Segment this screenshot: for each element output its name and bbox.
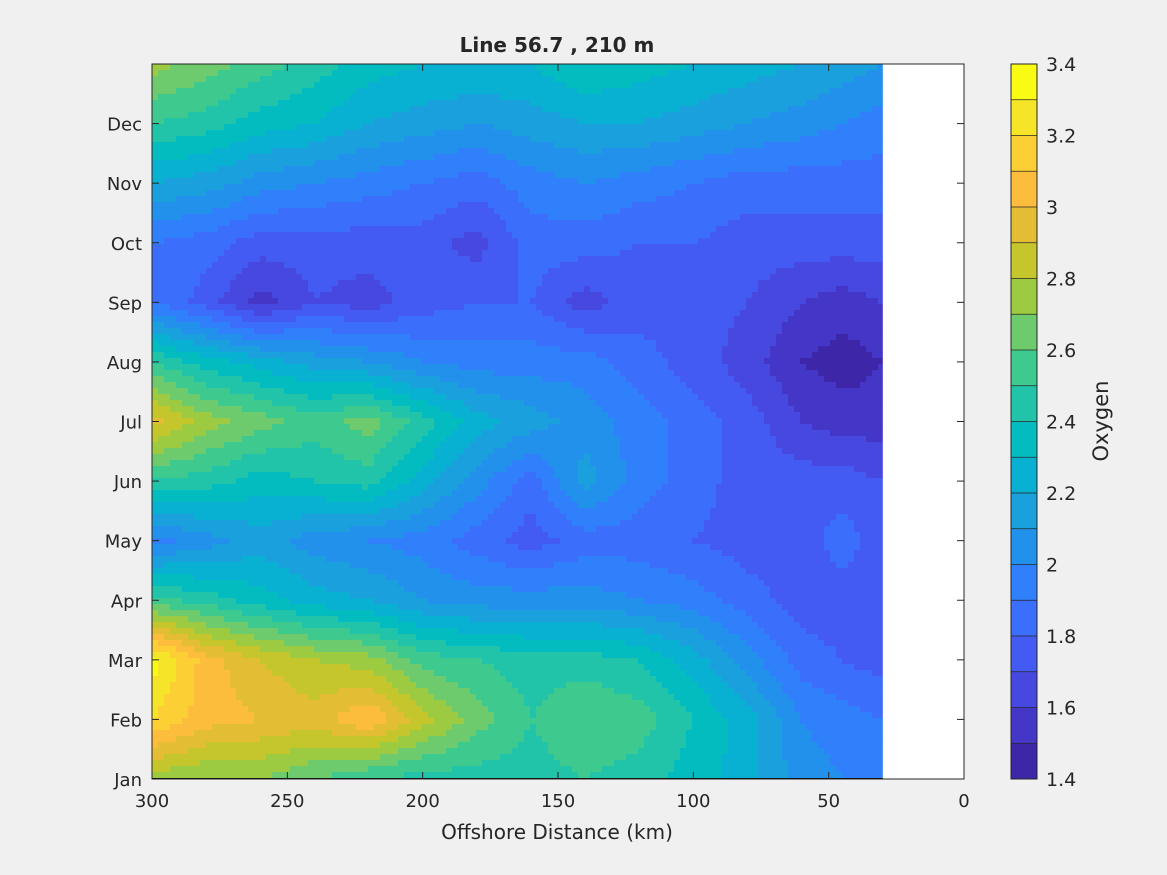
colorbar-band [1011, 528, 1037, 565]
x-tick-label: 300 [135, 791, 169, 812]
oxygen-contour-field [152, 64, 883, 779]
x-tick-label: 0 [958, 791, 969, 812]
y-tick-label: Jul [119, 413, 142, 434]
colorbar-band [1011, 743, 1037, 780]
y-tick-label: Nov [107, 174, 142, 195]
y-tick-labels: Jan Feb Mar Apr May Jun Jul Aug Sep Oct Nov Dec [105, 115, 143, 791]
colorbar-band [1011, 171, 1037, 208]
colorbar-band [1011, 600, 1037, 637]
colorbar-band [1011, 493, 1037, 530]
colorbar-tick-label: 1.8 [1046, 626, 1076, 648]
x-tick-label: 100 [676, 791, 710, 812]
colorbar-band [1011, 350, 1037, 387]
colorbar-band [1011, 385, 1037, 422]
colorbar-tick-label: 3 [1046, 197, 1058, 219]
colorbar-label: Oxygen [1089, 381, 1113, 462]
x-axis-label: Offshore Distance (km) [441, 820, 673, 844]
colorbar-tick-label: 2.6 [1046, 340, 1076, 362]
colorbar-band [1011, 64, 1037, 101]
y-tick-label: Apr [111, 591, 143, 612]
y-tick-label: Sep [108, 293, 142, 314]
x-tick-label: 50 [817, 791, 840, 812]
x-tick-label: 200 [405, 791, 439, 812]
y-tick-label: Aug [107, 353, 142, 374]
colorbar-band [1011, 278, 1037, 315]
colorbar-band [1011, 99, 1037, 136]
colorbar-band [1011, 564, 1037, 601]
axis-ticks [151, 64, 965, 780]
x-tick-label: 150 [541, 791, 575, 812]
colorbar-tick-label: 1.6 [1046, 698, 1076, 720]
colorbar-band [1011, 421, 1037, 458]
colorbar-band [1011, 707, 1037, 744]
colorbar-tick-label: 2.4 [1046, 412, 1076, 434]
colorbar-tick-label: 1.4 [1046, 769, 1076, 791]
y-tick-label: Jan [113, 770, 142, 791]
y-tick-label: Dec [107, 115, 142, 136]
x-tick-labels: 300 250 200 150 100 50 0 [135, 791, 970, 812]
y-tick-label: Mar [108, 651, 143, 672]
colorbar-band [1011, 207, 1037, 244]
colorbar-band [1011, 135, 1037, 172]
y-tick-label: Feb [110, 710, 142, 731]
chart-title: Line 56.7 , 210 m [460, 33, 655, 57]
colorbar-tick-label: 3.2 [1046, 126, 1076, 148]
x-tick-label: 250 [270, 791, 304, 812]
colorbar-band [1011, 242, 1037, 279]
colorbar-band [1011, 314, 1037, 351]
y-tick-label: Jun [113, 472, 142, 493]
colorbar-tick-label: 2 [1046, 555, 1058, 577]
colorbar [1010, 63, 1038, 780]
y-tick-label: Oct [111, 234, 142, 255]
colorbar-band [1011, 636, 1037, 673]
colorbar-band [1011, 457, 1037, 494]
colorbar-band [1011, 671, 1037, 708]
colorbar-tick-label: 2.8 [1046, 269, 1076, 291]
y-tick-label: May [105, 532, 143, 553]
colorbar-tick-label: 3.4 [1046, 54, 1076, 76]
colorbar-tick-labels: 1.4 1.6 1.8 2 2.2 2.4 2.6 2.8 3 3.2 3.4 [1046, 54, 1076, 791]
colorbar-tick-label: 2.2 [1046, 483, 1076, 505]
